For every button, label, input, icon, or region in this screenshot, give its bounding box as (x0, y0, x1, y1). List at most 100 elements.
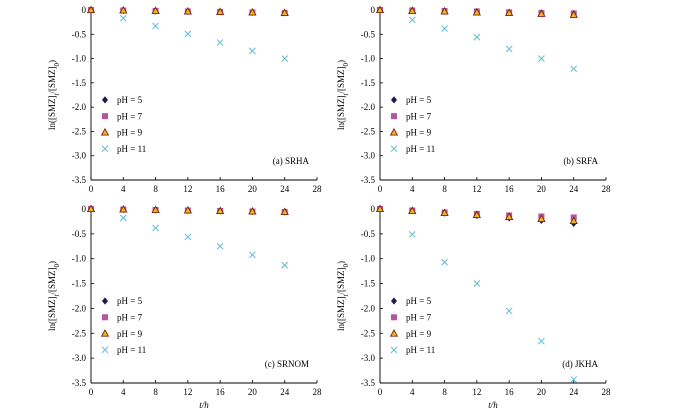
x-tick-label: 0 (89, 184, 94, 194)
legend-marker (390, 346, 398, 354)
y-tick-label: -0.5 (361, 29, 376, 39)
data-point (569, 216, 578, 224)
data-point (86, 204, 96, 213)
series-4 (376, 205, 578, 383)
x-tick-label: 20 (248, 184, 258, 194)
x-tick-label: 20 (537, 184, 547, 194)
y-tick-label: -3.5 (361, 175, 376, 185)
legend-marker (101, 346, 109, 354)
y-tick-label: -2.5 (72, 126, 87, 136)
data-point (281, 55, 289, 62)
data-point (504, 212, 514, 221)
y-tick-label: -2.5 (361, 126, 376, 136)
legend: pH = 5 pH = 7 pH = 9 pH = 11 (389, 95, 435, 154)
legend-marker (100, 127, 110, 136)
x-tick-label: 28 (602, 387, 612, 397)
x-tick-label: 8 (442, 387, 447, 397)
y-tick-label: -1.0 (72, 254, 87, 264)
x-tick-label: 4 (410, 387, 415, 397)
legend-marker (391, 297, 397, 305)
legend-label: pH = 5 (117, 296, 143, 306)
data-point (249, 47, 256, 55)
data-point (472, 210, 482, 219)
data-point (505, 307, 513, 315)
legend-label: pH = 5 (406, 296, 432, 306)
series-3 (86, 204, 289, 216)
legend-label: pH = 7 (406, 111, 432, 121)
data-point (183, 205, 193, 214)
y-axis-title: ln([SMZ]t/[SMZ]0) (47, 261, 61, 331)
data-point (281, 261, 289, 269)
data-point (537, 9, 546, 17)
data-point (183, 6, 193, 15)
y-tick-label: -1.5 (361, 279, 376, 289)
legend-marker (100, 329, 110, 337)
y-tick-label: 0 (371, 5, 376, 15)
data-point (119, 214, 127, 222)
data-point (216, 242, 224, 250)
legend-label: pH = 7 (406, 312, 432, 322)
y-tick-label: -1.0 (361, 54, 376, 64)
legend-marker (102, 314, 108, 321)
data-point (473, 33, 481, 41)
x-tick-label: 0 (378, 387, 383, 397)
data-point (248, 7, 257, 16)
series-3 (375, 204, 578, 224)
x-tick-label: 16 (216, 387, 226, 397)
x-tick-label: 16 (505, 387, 515, 397)
panel-label: (c) SRNOM (265, 359, 309, 369)
legend-label: pH = 11 (406, 144, 435, 154)
y-tick-label: -1.5 (361, 78, 376, 88)
y-tick-label: -2.0 (361, 102, 376, 112)
chart-panel-2: 0 4 8 12 16 20 24 28 0 -0.5 -1.0 -1.5 -2.0 -2.5 -3.0 -3… (336, 5, 611, 194)
data-point (375, 204, 385, 213)
y-tick-label: -3.5 (72, 175, 87, 185)
y-tick-label: -1.5 (72, 78, 87, 88)
data-point (151, 205, 160, 214)
legend-label: pH = 7 (117, 312, 143, 322)
data-point (119, 5, 128, 14)
series-3 (86, 5, 289, 16)
x-tick-label: 8 (153, 387, 158, 397)
y-tick-label: -1.5 (72, 279, 87, 289)
data-point (569, 10, 578, 18)
y-tick-label: -2.5 (72, 328, 87, 338)
data-point (249, 251, 256, 259)
data-point (537, 214, 546, 222)
x-tick-label: 8 (153, 184, 158, 194)
y-axis-title: ln([SMZ]t/[SMZ]0) (336, 60, 350, 130)
data-point (538, 337, 545, 345)
legend-marker (102, 96, 108, 104)
data-point (472, 7, 482, 16)
legend: pH = 5 pH = 7 pH = 9 pH = 11 (389, 296, 435, 355)
data-point (280, 8, 289, 16)
data-point (215, 7, 225, 15)
data-point (441, 258, 448, 266)
legend-marker (102, 297, 108, 305)
x-tick-label: 12 (472, 387, 481, 397)
x-axis-title: t/h (488, 400, 498, 410)
y-tick-label: 0 (82, 5, 87, 15)
legend-marker (101, 145, 109, 153)
data-point (152, 22, 159, 30)
data-point (184, 30, 192, 38)
legend-label: pH = 9 (117, 128, 143, 138)
x-tick-label: 4 (121, 184, 126, 194)
y-tick-label: -3.0 (361, 151, 376, 161)
x-tick-label: 8 (442, 184, 447, 194)
data-point (86, 5, 96, 14)
data-point (152, 224, 159, 232)
legend-label: pH = 11 (406, 345, 435, 355)
x-tick-label: 12 (183, 387, 192, 397)
data-point (280, 207, 289, 216)
y-tick-label: -3.5 (361, 378, 376, 388)
data-point (248, 206, 257, 215)
x-tick-label: 24 (280, 387, 290, 397)
x-tick-label: 24 (569, 387, 579, 397)
data-point (151, 6, 160, 15)
series-3 (375, 5, 578, 18)
y-tick-label: -3.0 (361, 353, 376, 363)
legend-label: pH = 11 (117, 345, 146, 355)
series-4 (87, 205, 289, 269)
y-axis-title: ln([SMZ]t/[SMZ]0) (47, 60, 61, 130)
